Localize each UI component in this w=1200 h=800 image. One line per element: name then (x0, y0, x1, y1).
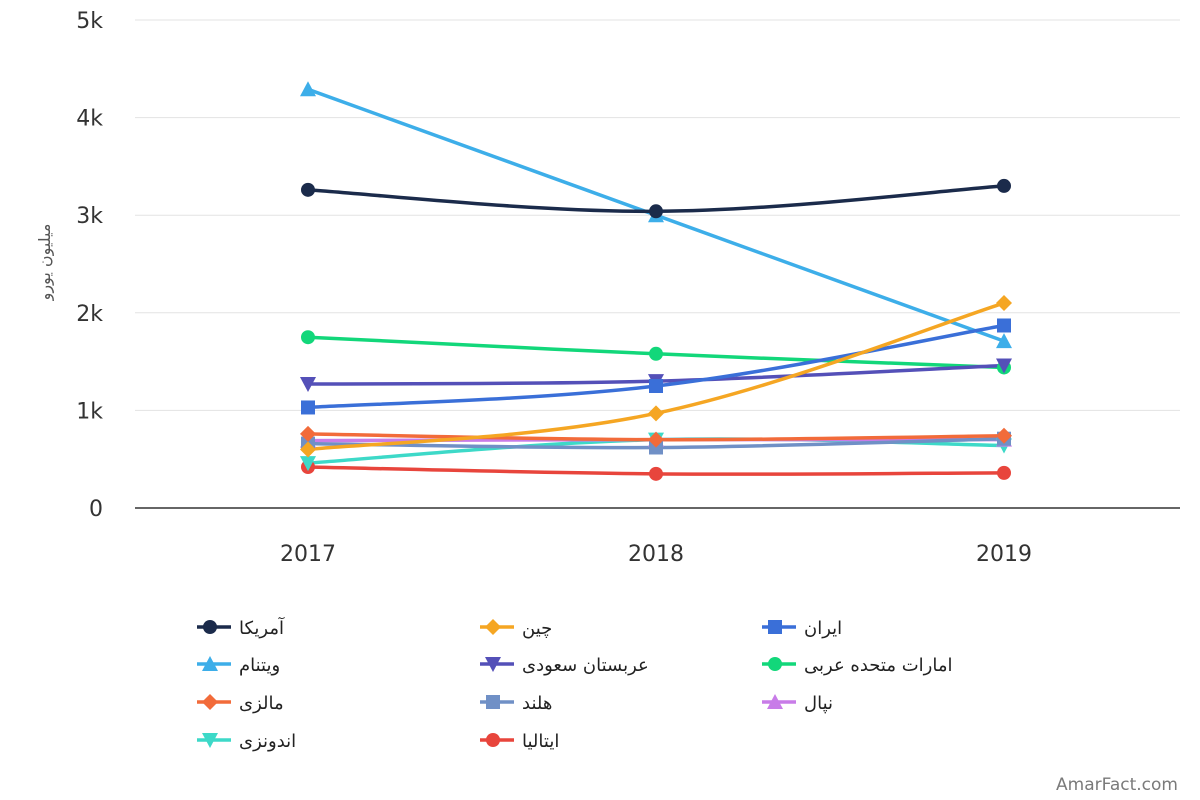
legend-label: ایران (804, 618, 842, 639)
y-axis-label: میلیون یورو (35, 224, 55, 302)
legend-item: ایران (762, 618, 842, 639)
y-tick-label: 1k (76, 399, 103, 424)
legend-item: عربستان سعودی (480, 655, 649, 676)
x-tick-label: 2019 (976, 542, 1032, 567)
data-point (649, 466, 663, 481)
legend-label: هلند (522, 693, 552, 714)
legend-item: اندونزی (197, 731, 296, 752)
data-point (648, 431, 664, 448)
legend-label: نپال (804, 693, 833, 714)
data-point (996, 358, 1012, 374)
legend-label: آمریکا (239, 616, 285, 639)
source-credit: AmarFact.com (1056, 775, 1178, 795)
data-point (997, 465, 1011, 480)
data-point (301, 182, 315, 197)
y-axis-ticks: 0 1k 2k 3k 4k 5k (76, 9, 103, 522)
legend-label: امارات متحده عربی (804, 655, 952, 676)
legend-label: ویتنام (239, 655, 280, 676)
legend-marker (485, 619, 501, 635)
y-tick-label: 3k (76, 204, 103, 229)
legend-item: نپال (762, 693, 833, 714)
legend-item: هلند (480, 693, 552, 714)
data-point (301, 330, 315, 345)
y-tick-label: 5k (76, 9, 103, 34)
legend-label: مالزی (239, 693, 284, 714)
data-point (997, 178, 1011, 193)
data-point (996, 427, 1012, 444)
legend-item: مالزی (197, 693, 284, 714)
series-markers (300, 81, 1012, 481)
legend-label: ایتالیا (522, 731, 559, 752)
legend-marker (202, 733, 218, 748)
legend-item: چین (480, 618, 552, 639)
legend: آمریکا چین ایران ویتنام عربستان سعودی امارات … (197, 616, 952, 752)
x-tick-label: 2017 (280, 542, 336, 567)
data-point (996, 333, 1012, 349)
legend-marker (485, 657, 501, 672)
x-axis-ticks: 2017 2018 2019 (280, 542, 1032, 567)
legend-item: امارات متحده عربی (762, 655, 952, 676)
data-point (301, 400, 315, 415)
legend-label: اندونزی (239, 731, 296, 752)
data-point (300, 441, 316, 458)
y-tick-label: 4k (76, 107, 103, 132)
legend-marker (203, 620, 217, 634)
data-point (300, 377, 316, 393)
legend-marker (767, 694, 783, 709)
data-point (300, 81, 316, 97)
legend-marker (768, 657, 782, 671)
data-point (649, 379, 663, 393)
legend-label: عربستان سعودی (522, 655, 649, 676)
data-point (300, 456, 316, 472)
data-point (648, 405, 664, 422)
legend-marker (486, 695, 500, 709)
legend-label: چین (522, 618, 552, 639)
legend-item: آمریکا (197, 616, 285, 639)
data-point (649, 346, 663, 361)
data-point (997, 318, 1011, 333)
x-tick-label: 2018 (628, 542, 684, 567)
legend-item: ویتنام (197, 655, 280, 676)
data-point (300, 425, 316, 442)
legend-marker (486, 733, 500, 747)
y-tick-label: 0 (89, 497, 103, 522)
legend-item: ایتالیا (480, 731, 559, 752)
data-point (649, 204, 663, 219)
legend-marker (202, 694, 218, 710)
legend-marker (202, 656, 218, 671)
y-tick-label: 2k (76, 302, 103, 327)
data-point (996, 295, 1012, 312)
legend-marker (768, 620, 782, 634)
